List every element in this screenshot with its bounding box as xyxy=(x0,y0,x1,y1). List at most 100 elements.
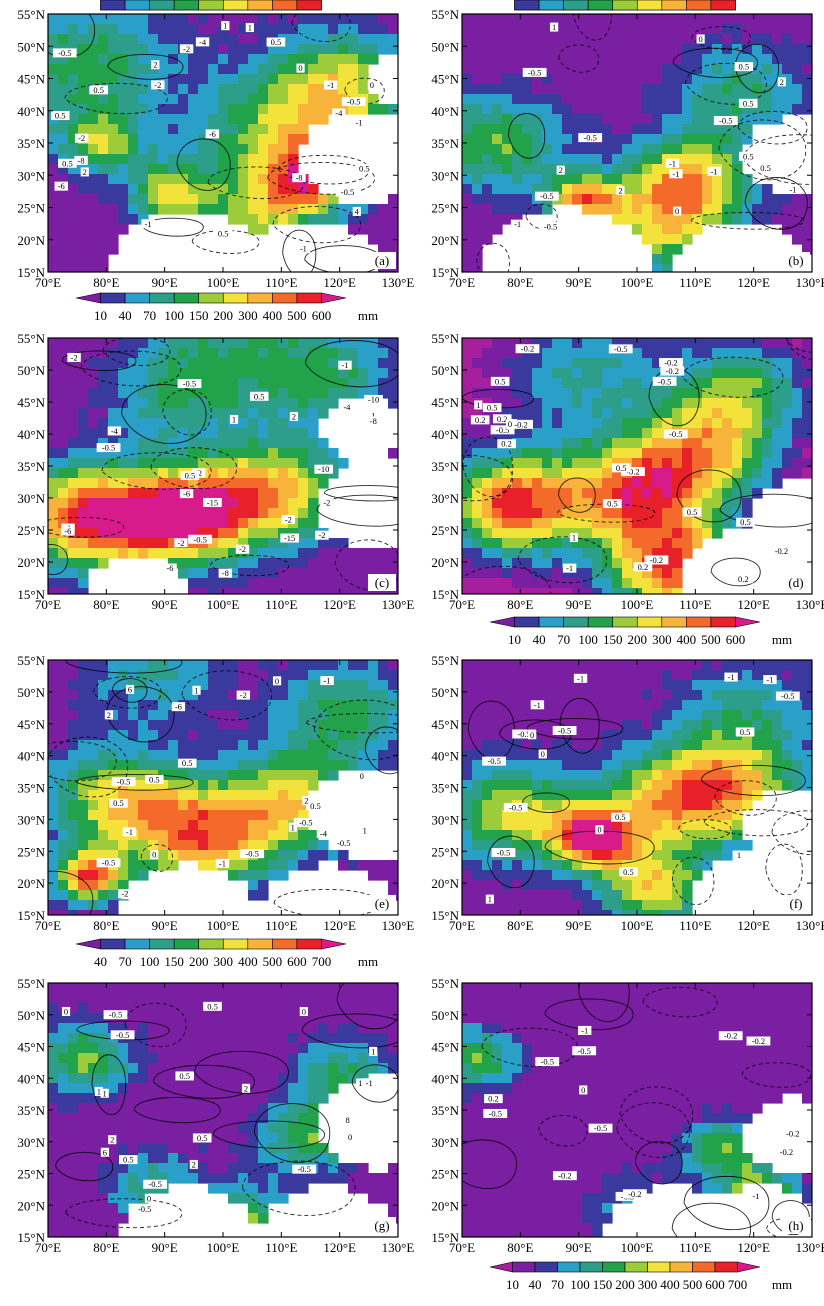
contour-label: -1 xyxy=(366,1078,373,1088)
contour-label: -2 xyxy=(323,498,330,508)
colorbar-swatch xyxy=(670,1262,693,1272)
contour-label: -0.5 xyxy=(719,116,732,126)
colorbar-tick-label: 400 xyxy=(677,632,697,647)
colorbar-swatch xyxy=(223,939,248,949)
colorbar-tick-label: 400 xyxy=(263,308,283,323)
contour-label: -2 xyxy=(183,44,190,54)
colorbar-tick-label: 700 xyxy=(312,954,332,969)
contour-label: 1 xyxy=(737,850,741,860)
lat-label: 55°N xyxy=(17,7,45,22)
lat-label: 30°N xyxy=(17,1135,45,1150)
lat-label: 25°N xyxy=(431,523,459,538)
contour-label: -0.2 xyxy=(752,1036,765,1046)
colorbar-tick-label: 600 xyxy=(287,954,307,969)
contour-label: 2 xyxy=(110,1135,114,1145)
contour-label: 0.5 xyxy=(93,85,104,95)
colorbar-tick-label: 600 xyxy=(312,308,332,323)
contour-label: -1 xyxy=(752,1191,759,1201)
contour-label: 0.5 xyxy=(743,151,754,161)
contour-label: 0.2 xyxy=(638,562,649,572)
contour-label: 0.5 xyxy=(495,376,506,386)
panel-tag: (g) xyxy=(374,1218,389,1233)
contour-label: 1 xyxy=(103,1088,107,1098)
colorbar-tick-label: 100 xyxy=(570,1277,590,1292)
colorbar-swatch xyxy=(174,939,199,949)
contour-label: 0 xyxy=(675,206,679,216)
colorbar-tick-label: 100 xyxy=(164,0,184,3)
lon-label: 110°E xyxy=(265,1240,297,1255)
colorbar-swatch xyxy=(101,293,126,303)
contour-label: 1 xyxy=(476,400,480,410)
contour-label: -8 xyxy=(222,568,229,578)
contour-label: -0.2 xyxy=(724,1031,737,1041)
contour-label: 0.2 xyxy=(501,439,512,449)
lat-label: 25°N xyxy=(17,201,45,216)
contour-label: -1 xyxy=(789,184,796,194)
lon-label: 70°E xyxy=(35,918,61,933)
colorbar-swatch xyxy=(637,617,662,627)
lat-label: 35°N xyxy=(431,136,459,151)
panel-tag: (a) xyxy=(375,253,389,268)
contour-label: 0.5 xyxy=(310,801,321,811)
lat-label: 50°N xyxy=(431,685,459,700)
contour-label: -1 xyxy=(566,563,573,573)
colorbar-swatch xyxy=(648,1262,671,1272)
contour-label: -2 xyxy=(285,515,292,525)
contour-label: 0.5 xyxy=(743,98,754,108)
contour-label: -0.5 xyxy=(183,379,196,389)
lat-label: 20°N xyxy=(431,233,459,248)
lon-label: 100°E xyxy=(207,275,240,290)
lon-label: 80°E xyxy=(507,918,533,933)
colorbar-tick-label: 100 xyxy=(140,954,160,969)
contour-label: -6 xyxy=(209,129,216,139)
lat-label: 30°N xyxy=(431,1135,459,1150)
contour-label: -0.5 xyxy=(540,191,553,201)
colorbar-tick-label: 500 xyxy=(263,954,283,969)
contour-label: -0.5 xyxy=(669,429,682,439)
contour-label: -1 xyxy=(219,858,226,868)
lon-label: 120°E xyxy=(737,1240,770,1255)
contour-label: -1 xyxy=(728,672,735,682)
colorbar-swatch xyxy=(693,1262,716,1272)
colorbar-swatch xyxy=(625,1262,648,1272)
colorbar-tick-label: 40 xyxy=(119,308,132,323)
colorbar-tick-label: 400 xyxy=(660,1277,680,1292)
lat-label: 20°N xyxy=(431,876,459,891)
lon-label: 130°E xyxy=(382,597,415,612)
contour-label: -1 xyxy=(324,676,331,686)
lon-label: 80°E xyxy=(93,275,119,290)
contour-label: 0 xyxy=(152,850,156,860)
contour-label: -0.5 xyxy=(577,1046,590,1056)
contour-label: -2 xyxy=(78,133,85,143)
colorbar-tick-label: 200 xyxy=(628,0,648,3)
colorbar-swatch xyxy=(321,293,346,303)
contour-label: -2 xyxy=(240,690,247,700)
lon-label: 120°E xyxy=(323,275,356,290)
contour-label: 0 xyxy=(147,1193,151,1203)
colorbar-swatch xyxy=(76,293,101,303)
colorbar-swatch xyxy=(490,617,515,627)
colorbar-unit: mm xyxy=(772,0,792,3)
colorbar-tick-label: 200 xyxy=(189,954,209,969)
contour-label: -0.2 xyxy=(521,344,534,354)
contour-label: 0.5 xyxy=(271,37,282,47)
lat-label: 25°N xyxy=(431,1167,459,1182)
precip-map: 0.5-0.5-1-21-0.521-2-0.5-2-2-6-8-15-10-8… xyxy=(34,337,420,599)
contour-label: 0 xyxy=(581,1085,585,1095)
lon-label: 110°E xyxy=(679,918,711,933)
contour-label: 4 xyxy=(355,206,360,216)
contour-label: -1 xyxy=(672,169,679,179)
lat-label: 50°N xyxy=(431,1008,459,1023)
colorbar-swatch xyxy=(150,293,175,303)
contour-label: -0.5 xyxy=(541,1057,554,1067)
colorbar-tick-label: 10 xyxy=(508,0,521,3)
contour-label: 1 xyxy=(194,685,198,695)
lat-label: 45°N xyxy=(431,717,459,732)
contour-label: 0.5 xyxy=(687,507,698,517)
contour-label: -0.5 xyxy=(558,725,571,735)
colorbar-tick-label: 600 xyxy=(726,0,746,3)
colorbar-tick-label: 200 xyxy=(628,632,648,647)
lon-label: 120°E xyxy=(737,275,770,290)
